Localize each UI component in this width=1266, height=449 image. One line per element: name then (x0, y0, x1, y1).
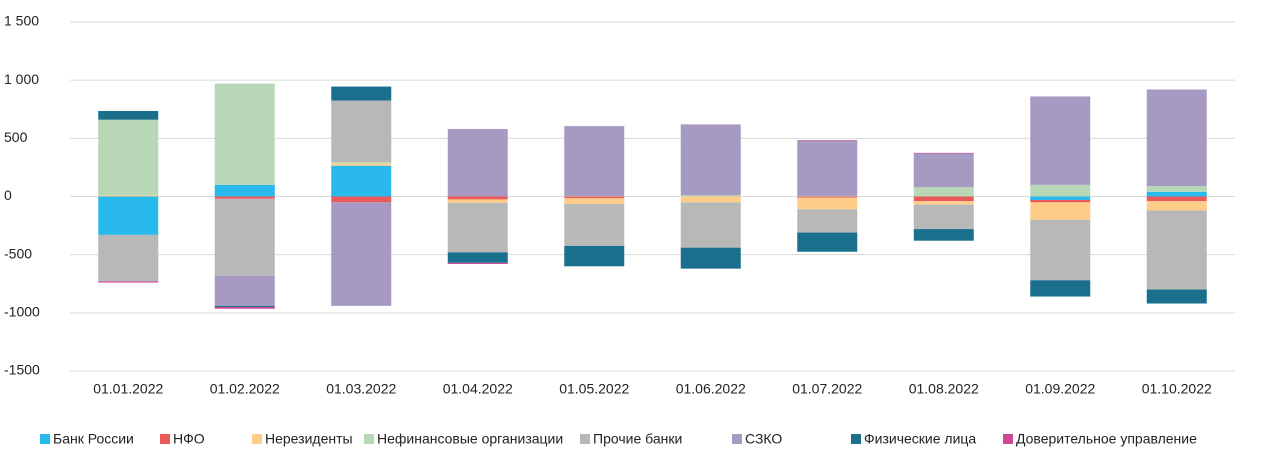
bar-segment (680, 124, 741, 196)
x-tick-label: 01.04.2022 (443, 381, 513, 397)
bar-segment (331, 162, 392, 164)
x-tick-label: 01.06.2022 (676, 381, 746, 397)
bar-segment (1030, 96, 1091, 185)
bar-segment (1030, 199, 1091, 203)
legend-label: Физические лица (864, 431, 976, 447)
bar-segment (913, 153, 974, 188)
y-tick-label: 500 (4, 129, 28, 145)
y-tick-label: -1500 (4, 362, 40, 378)
bar-segment (797, 195, 858, 197)
legend-swatch (364, 434, 374, 444)
legend-label: НФО (173, 431, 205, 447)
bar-segment (797, 197, 858, 210)
bar-segment (680, 195, 741, 197)
legend-label: Банк России (53, 431, 134, 447)
legend-swatch (580, 434, 590, 444)
x-tick-label: 01.03.2022 (326, 381, 396, 397)
legend-label: Прочие банки (593, 431, 682, 447)
bar-segment (98, 195, 159, 197)
x-tick-label: 01.10.2022 (1142, 381, 1212, 397)
bar-segment (1030, 202, 1091, 220)
bar-segment (1030, 196, 1091, 200)
legend-label: Доверительное управление (1016, 431, 1197, 447)
y-tick-label: 1 500 (4, 13, 39, 29)
legend-swatch (1003, 434, 1013, 444)
bar-segment (1146, 89, 1207, 187)
bar-segment (98, 196, 159, 235)
bar-segment (447, 196, 508, 200)
bar-segment (913, 201, 974, 205)
bar-segment (447, 202, 508, 253)
bar-segment (564, 198, 625, 205)
bar-segment (564, 245, 625, 267)
x-tick-label: 01.05.2022 (559, 381, 629, 397)
legend-label: СЗКО (745, 431, 782, 447)
bar-segment (1146, 289, 1207, 304)
y-tick-label: -500 (4, 245, 32, 261)
legend-swatch (40, 434, 50, 444)
bar-segment (564, 126, 625, 196)
legend-swatch (252, 434, 262, 444)
bar-segment (913, 196, 974, 202)
bar-segment (98, 281, 159, 283)
bar-segment (1030, 219, 1091, 281)
bar-segment (331, 86, 392, 101)
legend-swatch (851, 434, 861, 444)
bar-segment (98, 110, 159, 120)
bar-segment (98, 234, 159, 282)
bar-segment (98, 119, 159, 196)
legend-swatch (160, 434, 170, 444)
bar-segment (913, 229, 974, 241)
bar-segment (913, 204, 974, 230)
bar-segment (797, 140, 858, 141)
bar-segment (797, 140, 858, 196)
bar-segment (564, 195, 625, 197)
bar-segment (214, 307, 275, 309)
bar-segment (1146, 186, 1207, 192)
y-tick-label: 1 000 (4, 71, 39, 87)
bar-segment (214, 83, 275, 185)
bar-segment (214, 275, 275, 306)
x-tick-label: 01.09.2022 (1025, 381, 1095, 397)
bar-segment (797, 232, 858, 252)
legend-label: Нерезиденты (265, 431, 353, 447)
legend-label: Нефинансовые организации (377, 431, 563, 447)
bar-segment (1030, 280, 1091, 297)
x-tick-label: 01.01.2022 (93, 381, 163, 397)
bar-segment (680, 202, 741, 248)
bar-segment (913, 187, 974, 197)
bar-segment (331, 100, 392, 163)
bar-segment (1030, 184, 1091, 197)
bar-segment (680, 196, 741, 203)
bar-segment (1146, 210, 1207, 290)
bar-segment (447, 252, 508, 263)
y-tick-label: 0 (4, 187, 12, 203)
bar-segment (331, 196, 392, 203)
bar-segment (214, 305, 275, 308)
bar-segment (1146, 191, 1207, 197)
bar-segment (1146, 201, 1207, 211)
bar-segment (680, 247, 741, 269)
bar-segment (214, 184, 275, 197)
x-tick-label: 01.08.2022 (909, 381, 979, 397)
bar-segment (797, 209, 858, 233)
bar-segment (447, 129, 508, 197)
bar-segment (214, 196, 275, 199)
bar-segment (1146, 196, 1207, 202)
legend-swatch (732, 434, 742, 444)
bar-segment (564, 204, 625, 246)
bar-segment (331, 202, 392, 306)
x-tick-label: 01.02.2022 (210, 381, 280, 397)
bar-segment (797, 196, 858, 198)
bar-segment (913, 152, 974, 154)
bar-segment (331, 163, 392, 166)
bar-segment (564, 196, 625, 199)
y-tick-label: -1000 (4, 304, 40, 320)
bar-segment (331, 165, 392, 197)
x-tick-label: 01.07.2022 (792, 381, 862, 397)
bar-segment (214, 198, 275, 276)
bar-segment (447, 199, 508, 203)
bar-segment (447, 262, 508, 264)
